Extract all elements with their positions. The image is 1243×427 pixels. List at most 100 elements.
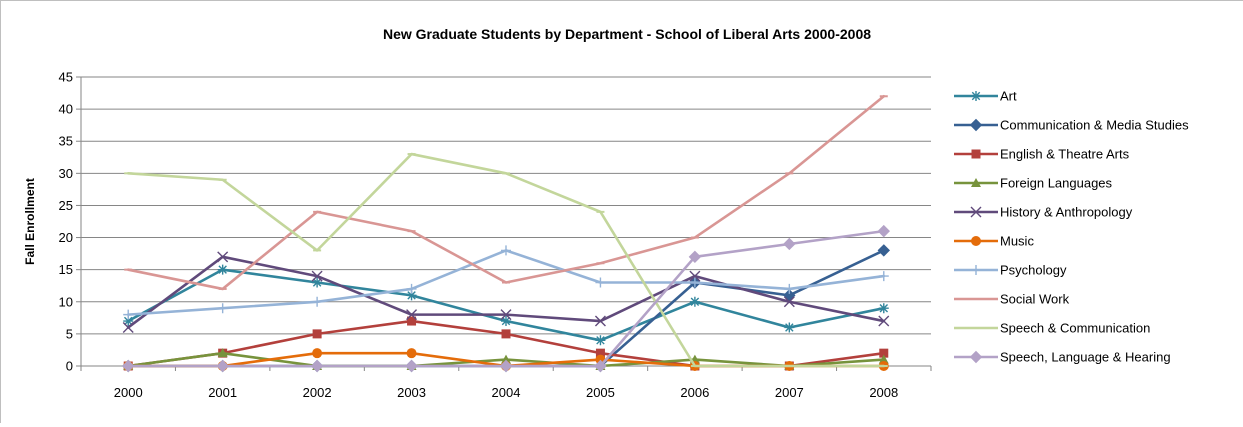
legend-item-speech-language-hearing: Speech, Language & Hearing: [954, 350, 1171, 365]
legend-item-foreign-languages: Foreign Languages: [954, 176, 1113, 191]
point-speech-language-hearing-2001: [216, 359, 229, 373]
chart-title: New Graduate Students by Department - Sc…: [383, 26, 871, 42]
legend-item-english-theatre-arts: English & Theatre Arts: [954, 147, 1130, 162]
x-tick-label-2007: 2007: [775, 385, 804, 400]
legend-label-speech-language-hearing: Speech, Language & Hearing: [1000, 350, 1171, 365]
point-history-anthropology-2002: [311, 270, 323, 282]
y-tick-label-45: 45: [59, 70, 73, 85]
series-psychology: [123, 245, 889, 320]
point-art-2004: [501, 316, 511, 327]
point-music-2003: [406, 348, 417, 359]
legend-item-history-anthropology: History & Anthropology: [954, 205, 1133, 220]
x-tick-label-2001: 2001: [208, 385, 237, 400]
point-psychology-2000: [123, 309, 134, 320]
x-tick-label-2003: 2003: [397, 385, 426, 400]
point-english-theatre-arts-2004: [501, 329, 511, 339]
x-tick-label-2000: 2000: [114, 385, 143, 400]
point-speech-language-hearing-2006: [688, 250, 702, 264]
point-english-theatre-arts-2003: [407, 316, 417, 326]
series-speech-language-hearing: [122, 224, 890, 373]
y-tick-label-20: 20: [59, 230, 73, 245]
y-tick-label-10: 10: [59, 294, 73, 309]
point-history-anthropology-2003: [406, 309, 418, 321]
series-speech-communication: [124, 152, 888, 368]
point-foreign-languages-2004: [501, 354, 511, 364]
point-art-2001: [217, 264, 228, 275]
point-foreign-languages-2008: [878, 354, 889, 364]
legend-label-english-theatre-arts: English & Theatre Arts: [1000, 147, 1130, 162]
point-communication-media-studies-2008: [877, 244, 890, 257]
y-tick-label-40: 40: [59, 102, 73, 117]
point-psychology-2007: [784, 283, 795, 294]
point-english-theatre-arts-2005: [595, 348, 605, 358]
point-english-theatre-arts-2002: [312, 329, 322, 339]
legend-marker-communication-media-studies: [969, 118, 983, 132]
point-history-anthropology-2000: [122, 321, 134, 333]
y-tick-label-25: 25: [59, 198, 73, 213]
point-speech-language-hearing-2005: [594, 359, 607, 373]
point-english-theatre-arts-2008: [879, 348, 889, 358]
legend-marker-psychology: [971, 265, 981, 275]
point-art-2008: [878, 303, 889, 314]
point-psychology-2006: [689, 277, 700, 288]
point-speech-language-hearing-2003: [405, 359, 418, 373]
point-art-2000: [123, 316, 134, 327]
y-tick-label-0: 0: [66, 359, 73, 374]
point-psychology-2003: [406, 283, 417, 294]
legend-label-history-anthropology: History & Anthropology: [1000, 205, 1133, 220]
legend-label-speech-communication: Speech & Communication: [1000, 321, 1150, 336]
point-speech-language-hearing-2008: [877, 224, 890, 238]
point-psychology-2004: [501, 245, 511, 256]
series-art: [123, 264, 889, 346]
legend-item-speech-communication: Speech & Communication: [954, 321, 1150, 336]
point-psychology-2002: [312, 296, 323, 307]
x-tick-label-2005: 2005: [586, 385, 615, 400]
y-tick-label-35: 35: [59, 134, 73, 149]
legend-marker-music: [971, 236, 981, 246]
y-tick-label-5: 5: [66, 326, 73, 341]
point-history-anthropology-2006: [689, 270, 701, 282]
point-speech-language-hearing-2004: [499, 359, 513, 373]
point-art-2005: [595, 335, 606, 346]
point-history-anthropology-2007: [783, 296, 795, 308]
legend-label-psychology: Psychology: [1000, 263, 1067, 278]
legend-label-music: Music: [1000, 234, 1034, 249]
x-tick-label-2006: 2006: [680, 385, 709, 400]
legend-item-art: Art: [954, 89, 1017, 104]
point-art-2003: [406, 290, 417, 301]
legend-marker-english-theatre-arts: [971, 149, 981, 159]
legend-marker-history-anthropology: [970, 206, 982, 218]
point-psychology-2008: [878, 271, 889, 282]
legend-item-music: Music: [954, 234, 1034, 249]
legend-label-communication-media-studies: Communication & Media Studies: [1000, 118, 1189, 133]
point-speech-language-hearing-2002: [310, 359, 324, 373]
point-speech-language-hearing-2007: [783, 237, 796, 251]
point-art-2007: [784, 322, 795, 333]
point-art-2006: [689, 296, 700, 307]
point-history-anthropology-2008: [878, 315, 890, 327]
legend-marker-speech-language-hearing: [969, 350, 983, 364]
legend-marker-foreign-languages: [971, 178, 981, 187]
point-history-anthropology-2001: [217, 251, 229, 263]
y-tick-label-30: 30: [59, 166, 73, 181]
legend-item-psychology: Psychology: [954, 263, 1067, 278]
x-tick-label-2002: 2002: [303, 385, 332, 400]
point-art-2002: [312, 277, 323, 288]
point-music-2002: [312, 348, 323, 359]
point-history-anthropology-2005: [594, 315, 606, 327]
x-tick-label-2008: 2008: [869, 385, 898, 400]
y-tick-label-15: 15: [59, 262, 73, 277]
legend-label-art: Art: [1000, 89, 1017, 104]
point-psychology-2005: [595, 277, 606, 288]
point-speech-language-hearing-2000: [122, 359, 135, 373]
legend-item-social-work: Social Work: [954, 292, 1070, 307]
y-axis-title: Fall Enrollment: [23, 178, 37, 265]
axis-layer: 0 5 10 15 20 25 30 35 40 45 2000 2001 2002 2003 2004 20…: [59, 70, 932, 400]
point-history-anthropology-2004: [500, 309, 512, 321]
legend-label-foreign-languages: Foreign Languages: [1000, 176, 1113, 191]
legend: Art Communication & Media Studies English …: [954, 89, 1189, 365]
x-tick-label-2004: 2004: [492, 385, 521, 400]
legend-marker-art: [971, 91, 981, 101]
